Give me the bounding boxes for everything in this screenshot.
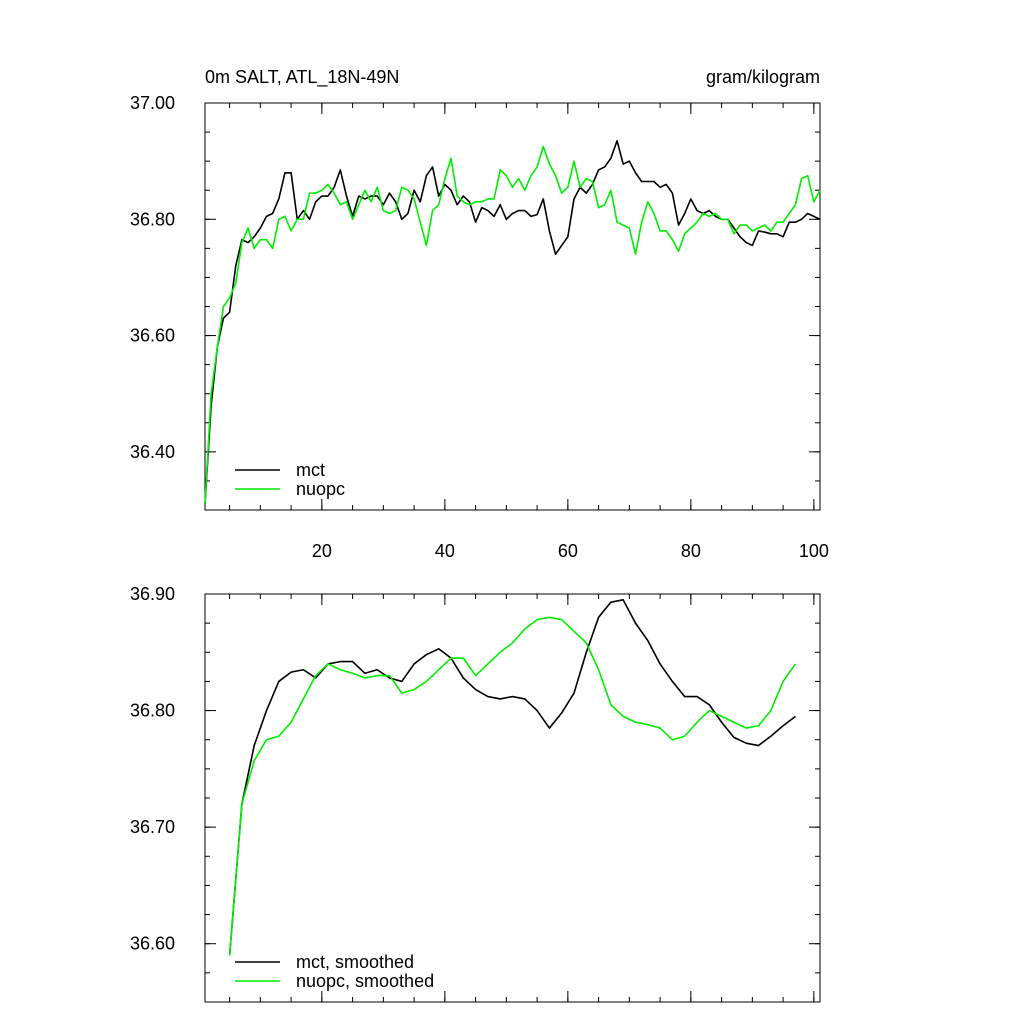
units-label: gram/kilogram	[706, 67, 820, 87]
y-tick-label: 36.60	[130, 934, 175, 954]
y-tick-label: 36.40	[130, 442, 175, 462]
series-line	[228, 599, 796, 956]
y-tick-label: 36.90	[130, 584, 175, 604]
legend-label: mct, smoothed	[296, 952, 414, 972]
plot-frame	[204, 102, 821, 511]
y-tick-label: 36.60	[130, 326, 175, 346]
y-tick-label: 37.00	[130, 93, 175, 113]
y-tick-label: 36.80	[130, 701, 175, 721]
x-tick-label: 100	[799, 541, 829, 561]
x-tick-label: 60	[558, 541, 578, 561]
x-tick-label: 20	[312, 541, 332, 561]
chart-title: 0m SALT, ATL_18N-49N	[205, 67, 399, 88]
series-line	[204, 145, 821, 505]
x-tick-label: 80	[681, 541, 701, 561]
series-line	[204, 139, 821, 505]
legend-label: nuopc	[296, 479, 345, 499]
y-tick-label: 36.70	[130, 817, 175, 837]
y-tick-label: 36.80	[130, 209, 175, 229]
legend-label: mct	[296, 460, 325, 480]
legend-label: nuopc, smoothed	[296, 971, 434, 991]
series-line	[228, 616, 797, 956]
plot-frame	[204, 593, 821, 1003]
x-tick-label: 40	[435, 541, 455, 561]
